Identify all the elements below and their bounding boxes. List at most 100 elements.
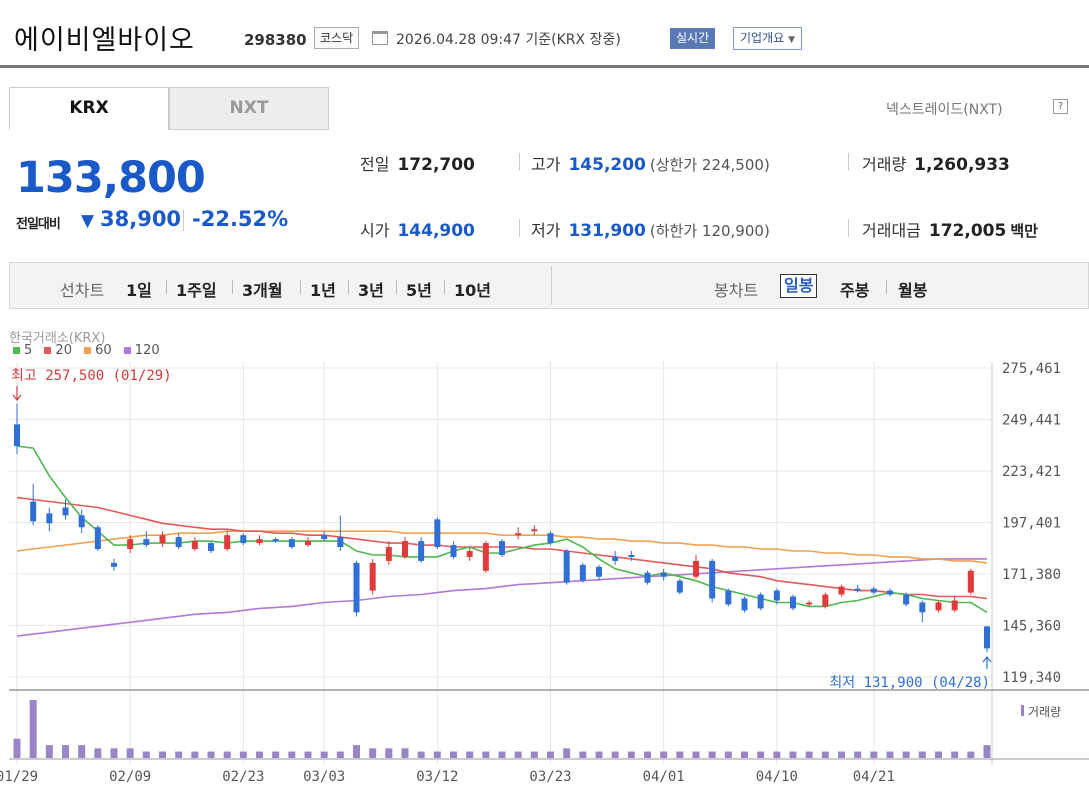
y-tick-label: 145,360	[1002, 619, 1061, 635]
chevron-down-icon: ▼	[788, 35, 796, 45]
period-3m[interactable]: 3개월	[242, 281, 283, 300]
volume-bar	[547, 751, 554, 758]
volume-bar	[417, 751, 425, 758]
legend-label: 5	[24, 343, 33, 358]
stat-value: 172,700	[397, 155, 475, 175]
volume-bar	[13, 738, 21, 758]
candle-body	[434, 519, 441, 548]
candle-body	[466, 551, 473, 557]
volume-bar	[142, 751, 150, 758]
volume-bar	[401, 748, 409, 758]
candle-body	[78, 515, 85, 528]
legend-swatch	[123, 347, 131, 354]
volume-bar	[110, 748, 118, 758]
volume-bar	[207, 751, 215, 758]
stock-code: 298380	[244, 31, 307, 49]
volume-bar	[175, 751, 183, 758]
stat-low: 저가 131,900 (하한가 120,900)	[531, 217, 770, 241]
timestamp: 2026.04.28 09:47 기준(KRX 장중)	[396, 32, 621, 48]
realtime-button[interactable]: 실시간	[670, 28, 716, 49]
period-monthly[interactable]: 월봉	[898, 281, 928, 300]
volume-bar	[838, 751, 845, 758]
candle-body	[870, 588, 877, 593]
stat-volume: 거래량 1,260,933	[862, 151, 1010, 175]
volume-bar	[821, 751, 829, 758]
candle-body	[46, 513, 53, 524]
divider	[396, 280, 397, 294]
legend-ma120: 120	[123, 343, 160, 358]
stat-sub: (상한가 224,500)	[649, 156, 770, 174]
candle-body	[418, 541, 425, 561]
legend-label: 120	[134, 343, 160, 358]
volume-legend-label: 거래량	[1028, 705, 1061, 719]
volume-bar	[159, 751, 166, 758]
period-1y[interactable]: 1년	[310, 281, 336, 300]
volume-bar	[514, 751, 522, 758]
candle-body	[596, 566, 602, 577]
candle-body	[838, 586, 845, 595]
price-change-pct: -22.52%	[192, 207, 289, 231]
divider	[444, 280, 445, 294]
period-3y[interactable]: 3년	[358, 281, 384, 300]
period-5y[interactable]: 5년	[406, 281, 432, 300]
candle-body	[693, 560, 699, 577]
volume-bar	[353, 745, 360, 758]
candle-body	[256, 539, 263, 544]
candle-body	[984, 626, 990, 649]
candle-body	[62, 507, 69, 516]
x-tick-label: 03/03	[303, 769, 345, 785]
candle-body	[547, 533, 554, 544]
legend-label: 60	[95, 343, 112, 358]
line-chart-label[interactable]: 선차트	[60, 281, 105, 300]
volume-bar	[579, 751, 587, 758]
divider	[232, 280, 233, 294]
legend-swatch	[44, 347, 52, 354]
min-arrow-head	[982, 656, 992, 663]
candle-body	[612, 556, 619, 561]
company-overview-label: 기업개요	[740, 31, 785, 45]
candle-chart-label[interactable]: 봉차트	[714, 281, 759, 300]
period-weekly[interactable]: 주봉	[840, 281, 870, 300]
volume-bar	[741, 751, 748, 758]
x-tick-label: 02/09	[109, 769, 151, 785]
volume-bar	[78, 745, 86, 758]
legend-swatch	[13, 347, 20, 354]
divider	[551, 266, 552, 305]
volume-bar	[967, 751, 975, 758]
candle-body	[499, 541, 505, 555]
candle-body	[224, 535, 231, 550]
candle-body	[563, 551, 570, 583]
divider	[166, 280, 167, 294]
candle-body	[757, 594, 764, 609]
volume-bar	[902, 751, 910, 758]
volume-bar	[627, 751, 635, 758]
y-tick-label: 223,421	[1002, 464, 1061, 480]
tab-krx[interactable]: KRX	[9, 87, 169, 130]
period-daily[interactable]: 일봉	[780, 274, 818, 298]
candle-body	[854, 588, 861, 591]
candle-body	[903, 594, 910, 605]
period-1w[interactable]: 1주일	[176, 281, 217, 300]
tab-nxt[interactable]: NXT	[169, 87, 329, 130]
x-tick-label: 02/23	[222, 769, 264, 785]
candle-body	[919, 602, 926, 613]
candle-body	[660, 572, 667, 577]
volume-bar	[126, 748, 134, 758]
candle-body	[127, 539, 134, 550]
volume-bar	[288, 751, 296, 758]
nextrade-link[interactable]: 넥스트레이드(NXT)	[886, 102, 1003, 118]
candlestick-chart[interactable]: 275,461 249,441 223,421 197,401 171,380 145,3…	[0, 315, 1089, 800]
stat-value: 131,900	[568, 221, 646, 241]
volume-bar	[918, 751, 926, 758]
period-10y[interactable]: 10년	[454, 281, 491, 300]
company-overview-dropdown[interactable]: 기업개요 ▼	[733, 27, 803, 50]
stat-label: 거래량	[862, 155, 907, 174]
help-icon[interactable]: ?	[1053, 99, 1068, 114]
candle-body	[159, 535, 166, 544]
stat-sub: (하한가 120,900)	[649, 222, 770, 240]
candle-body	[806, 602, 813, 605]
down-triangle-icon: ▼	[81, 211, 95, 231]
period-1d[interactable]: 1일	[126, 281, 152, 300]
stat-value: 1,260,933	[914, 155, 1010, 175]
candle-body	[208, 543, 214, 552]
